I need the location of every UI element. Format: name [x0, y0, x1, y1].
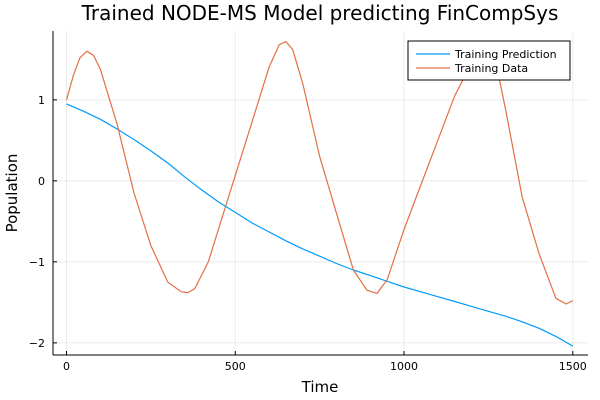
x-tick-label-1: 500 [225, 360, 246, 373]
grid [53, 31, 588, 355]
x-axis-label: Time [301, 378, 339, 396]
series-line-0 [66, 103, 574, 347]
series-line-1 [65, 40, 574, 305]
y-tick-label-1: −1 [29, 256, 45, 269]
x-tick-label-0: 0 [63, 360, 70, 373]
chart-title: Trained NODE-MS Model predicting FinComp… [81, 1, 559, 25]
y-tick-label-2: 0 [38, 175, 45, 188]
series-layer [65, 40, 574, 347]
y-axis-label: Population [3, 154, 21, 233]
y-tick-label-0: −2 [29, 337, 45, 350]
x-tick-label-2: 1000 [390, 360, 418, 373]
legend-label-1: Training Data [454, 62, 528, 75]
x-tick-label-3: 1500 [559, 360, 587, 373]
y-tick-label-3: 1 [38, 94, 45, 107]
legend-box [407, 40, 571, 81]
legend-label-0: Training Prediction [454, 48, 557, 61]
axes [52, 31, 588, 356]
tick-labels: 0 500 1000 1500 −2 −1 0 1 [29, 94, 587, 373]
